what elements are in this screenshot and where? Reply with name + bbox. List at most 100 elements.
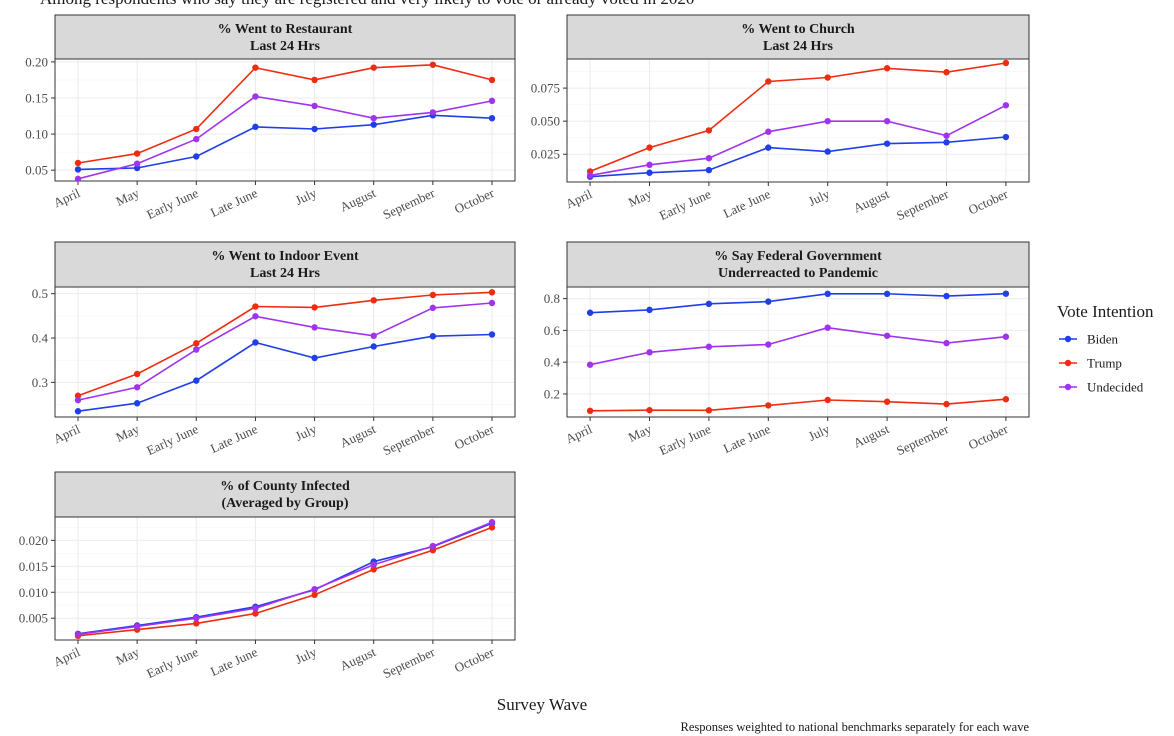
legend-item-biden: Biden — [1059, 332, 1119, 347]
x-tick-label: July — [293, 185, 319, 208]
data-point — [429, 61, 437, 68]
x-tick-label: July — [293, 421, 319, 444]
y-tick-label: 0.005 — [19, 611, 48, 626]
data-point — [824, 74, 831, 81]
y-tick-label: 0.05 — [25, 163, 48, 178]
y-tick-label: 0.4 — [544, 355, 561, 370]
x-tick-label: April — [563, 186, 595, 211]
data-point — [133, 384, 141, 391]
data-point — [883, 332, 891, 339]
data-point — [824, 324, 831, 331]
legend-label: Biden — [1087, 332, 1119, 347]
x-axis-label: Survey Wave — [497, 695, 587, 714]
data-point — [824, 290, 831, 298]
series-biden — [586, 290, 1010, 316]
series-biden — [74, 331, 496, 415]
data-point — [765, 298, 772, 305]
x-tick-label: September — [380, 421, 437, 458]
chart-panel-2: % Went to Church Last 24 Hrs 0.025 0.050 0.0… — [531, 14, 1030, 223]
series-undecided — [74, 93, 496, 183]
data-point — [488, 289, 496, 296]
data-point — [193, 135, 200, 143]
x-tick-label: October — [966, 421, 1011, 453]
legend-items: Biden Trump Undecided — [1059, 332, 1144, 395]
data-point — [1002, 102, 1010, 109]
data-point — [429, 291, 437, 299]
data-point — [193, 346, 200, 353]
data-point — [488, 114, 496, 122]
figure-subtitle: Among respondents who say they are regis… — [40, 0, 694, 8]
data-point — [252, 339, 259, 346]
data-point — [1002, 290, 1010, 297]
data-point — [252, 313, 259, 320]
panel-border — [54, 58, 516, 182]
series-biden — [74, 112, 496, 173]
data-point — [193, 153, 200, 160]
x-tick-label: October — [452, 421, 497, 453]
y-tick-label: 0.015 — [19, 559, 48, 574]
data-point — [705, 154, 713, 162]
series-line — [77, 333, 493, 412]
y-tick-label: 0.15 — [25, 90, 48, 105]
data-point — [646, 169, 653, 176]
data-point — [193, 620, 200, 627]
x-tick-label: April — [51, 421, 83, 446]
series-line — [589, 104, 1007, 177]
data-point — [311, 354, 318, 362]
x-tick-label: September — [380, 644, 437, 681]
series-line — [77, 291, 493, 397]
x-tick-label: September — [894, 186, 951, 223]
data-point — [370, 114, 377, 122]
y-tick-label: 0.4 — [32, 331, 49, 346]
data-point — [488, 76, 496, 84]
data-point — [252, 123, 259, 131]
x-tick-label: May — [626, 421, 654, 445]
facet-title-line-2: (Averaged by Group) — [221, 496, 348, 511]
legend-key-point — [1064, 359, 1072, 367]
series-trump — [586, 396, 1010, 415]
data-point — [1002, 133, 1010, 141]
panel-border — [566, 58, 1030, 183]
x-tick-label: Early June — [144, 185, 201, 222]
data-point — [133, 150, 141, 157]
data-point — [1002, 333, 1010, 340]
data-point — [646, 406, 653, 414]
y-tick-label: 0.010 — [19, 585, 48, 600]
x-tick-label: May — [113, 644, 141, 668]
data-point — [943, 69, 950, 76]
data-point — [705, 343, 713, 350]
series-biden — [586, 133, 1010, 180]
data-point — [370, 343, 377, 350]
data-point — [74, 392, 82, 399]
data-point — [74, 175, 82, 183]
x-tick-label: July — [806, 186, 832, 209]
data-point — [646, 349, 653, 356]
data-point — [252, 610, 259, 617]
data-point — [370, 64, 377, 71]
x-tick-label: October — [452, 185, 497, 217]
x-tick-label: August — [338, 644, 379, 674]
data-point — [586, 407, 594, 415]
series-line — [590, 398, 1006, 412]
data-point — [883, 398, 891, 405]
series-trump — [74, 61, 496, 167]
y-tick-label: 0.6 — [544, 323, 561, 338]
data-point — [133, 370, 141, 378]
x-tick-label: Early June — [144, 644, 201, 681]
series-line — [590, 292, 1006, 314]
y-tick-label: 0.10 — [25, 127, 48, 142]
facet-title-line-2: Underreacted to Pandemic — [718, 266, 878, 281]
legend-key-point — [1064, 383, 1072, 391]
series-line — [77, 63, 493, 164]
x-tick-label: September — [894, 421, 951, 458]
data-point — [252, 605, 259, 612]
data-point — [646, 144, 653, 151]
facet-title-line-2: Last 24 Hrs — [763, 39, 834, 54]
series-line — [77, 302, 493, 401]
data-point — [705, 407, 713, 414]
data-point — [74, 159, 82, 167]
facet-title-line-1: % Went to Church — [741, 22, 855, 37]
x-tick-label: May — [113, 421, 141, 445]
x-tick-label: May — [626, 186, 654, 210]
legend-label: Undecided — [1087, 380, 1144, 395]
